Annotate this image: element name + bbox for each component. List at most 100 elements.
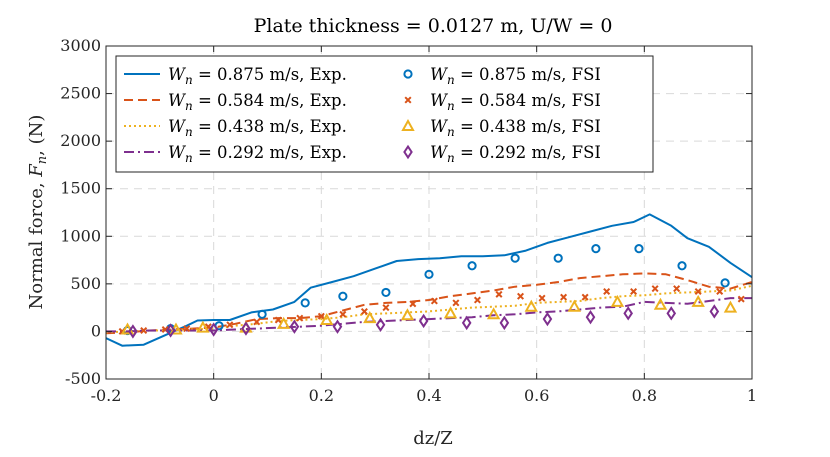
legend-sub: n xyxy=(447,73,455,87)
marker-fsi584 xyxy=(452,299,460,307)
marker-fsi292 xyxy=(585,309,596,325)
marker-fsi584 xyxy=(651,285,659,293)
legend-rest: = 0.292 m/s, Exp. xyxy=(193,143,347,162)
marker-fsi584 xyxy=(673,285,681,293)
legend-symbol: W xyxy=(168,91,187,110)
marker-fsi875 xyxy=(634,244,644,254)
marker-fsi292 xyxy=(499,315,510,331)
marker-fsi438 xyxy=(443,306,458,319)
series-line-exp292 xyxy=(106,297,752,333)
marker-fsi875 xyxy=(591,244,601,254)
x-tick-label: 0.4 xyxy=(416,386,441,405)
legend-label-fsi438: Wn = 0.438 m/s, FSI xyxy=(430,117,601,139)
x-tick-label: 1 xyxy=(747,386,757,405)
legend-rest: = 0.292 m/s, FSI xyxy=(455,143,601,162)
marker-fsi292 xyxy=(289,319,300,334)
legend-symbol: W xyxy=(430,143,449,162)
marker-fsi875 xyxy=(720,278,730,288)
series-layer xyxy=(105,213,753,347)
marker-fsi584 xyxy=(409,300,417,308)
marker-fsi584 xyxy=(382,304,390,312)
y-tick-label: 1500 xyxy=(60,179,101,198)
legend-rest: = 0.875 m/s, FSI xyxy=(455,65,601,84)
marker-fsi584 xyxy=(495,290,503,298)
marker-fsi875 xyxy=(257,309,267,319)
marker-fsi584 xyxy=(296,314,304,322)
y-tick-label: 2000 xyxy=(60,131,101,150)
series-line-exp875 xyxy=(105,213,753,347)
axes-layer xyxy=(105,45,753,380)
series-line-exp584 xyxy=(105,272,753,335)
marker-fsi875 xyxy=(677,261,687,271)
legend-rest: = 0.438 m/s, FSI xyxy=(455,117,601,136)
x-tick-label: 0.8 xyxy=(632,386,657,405)
x-tick-label: 0.2 xyxy=(309,386,334,405)
marker-fsi438 xyxy=(723,300,738,313)
legend-sub: n xyxy=(447,151,455,165)
legend-sub: n xyxy=(185,125,193,139)
marker-fsi584 xyxy=(473,296,481,304)
legend-marker-fsi584 xyxy=(404,96,412,104)
chart-title: Plate thickness = 0.0127 m, U/W = 0 xyxy=(254,15,613,37)
legend-box xyxy=(115,55,654,173)
marker-fsi438 xyxy=(276,316,291,329)
marker-fsi584 xyxy=(317,312,325,320)
legend-symbol: W xyxy=(168,117,187,136)
ticks-layer: -0.2 0 0.2 0.4 0.6 0.8 1 -500 0 500 1000 1500 2000 25… xyxy=(60,36,757,405)
y-tick-label: 2500 xyxy=(60,84,101,103)
legend-label-fsi584: Wn = 0.584 m/s, FSI xyxy=(430,91,601,113)
marker-fsi438 xyxy=(400,308,415,321)
legend: Wn = 0.875 m/s, Exp.Wn = 0.584 m/s, Exp.… xyxy=(115,55,654,173)
marker-fsi875 xyxy=(338,291,348,301)
marker-fsi584 xyxy=(581,293,589,301)
y-tick-label: 0 xyxy=(91,321,101,340)
legend-marker-fsi875 xyxy=(403,69,413,79)
marker-fsi584 xyxy=(183,325,191,333)
marker-fsi438 xyxy=(486,307,501,320)
marker-fsi584 xyxy=(538,294,546,302)
marker-fsi584 xyxy=(140,326,148,334)
marker-fsi438 xyxy=(691,294,705,307)
marker-fsi438 xyxy=(524,299,538,312)
y-tick-label: 1000 xyxy=(60,226,101,245)
marker-fsi292 xyxy=(332,319,343,334)
legend-label-exp438: Wn = 0.438 m/s, Exp. xyxy=(168,117,347,139)
x-tick-label: 0 xyxy=(209,386,219,405)
marker-fsi292 xyxy=(375,317,386,332)
marker-fsi875 xyxy=(553,253,563,263)
x-tick-label: 0.6 xyxy=(524,386,549,405)
marker-fsi584 xyxy=(517,292,525,300)
x-tick-label: -0.2 xyxy=(91,386,122,405)
marker-fsi584 xyxy=(560,293,568,301)
marker-fsi584 xyxy=(430,297,438,305)
marker-fsi875 xyxy=(424,269,434,279)
legend-label-fsi875: Wn = 0.875 m/s, FSI xyxy=(430,65,601,87)
y-tick-label: -500 xyxy=(65,369,101,388)
legend-sub: n xyxy=(447,125,455,139)
marker-fsi584 xyxy=(630,287,638,295)
legend-label-fsi292: Wn = 0.292 m/s, FSI xyxy=(430,143,601,165)
marker-fsi292 xyxy=(165,323,176,338)
marker-fsi584 xyxy=(737,295,745,303)
marker-fsi875 xyxy=(467,261,477,271)
legend-sub: n xyxy=(185,151,193,165)
legend-rest: = 0.584 m/s, Exp. xyxy=(193,91,347,110)
marker-fsi584 xyxy=(226,321,234,329)
marker-fsi875 xyxy=(300,298,310,308)
marker-fsi438 xyxy=(320,312,334,326)
y-axis-label-symbol: F xyxy=(26,163,47,178)
legend-symbol: W xyxy=(168,65,187,84)
marker-fsi292 xyxy=(542,311,553,327)
marker-fsi584 xyxy=(716,287,724,295)
marker-fsi292 xyxy=(623,306,633,321)
marker-fsi292 xyxy=(461,315,472,331)
y-tick-label: 500 xyxy=(70,274,101,293)
legend-symbol: W xyxy=(430,117,449,136)
legend-label-exp292: Wn = 0.292 m/s, Exp. xyxy=(168,143,347,165)
marker-fsi875 xyxy=(510,253,520,263)
marker-fsi292 xyxy=(128,324,138,339)
legend-rest: = 0.438 m/s, Exp. xyxy=(193,117,347,136)
legend-sub: n xyxy=(185,73,193,87)
marker-fsi438 xyxy=(196,320,210,333)
